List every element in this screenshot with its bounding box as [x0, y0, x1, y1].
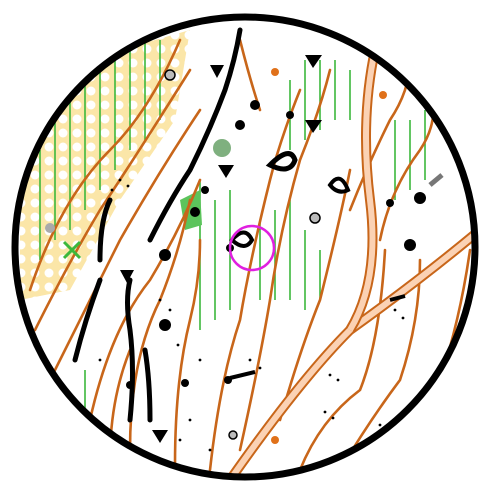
map-frame	[11, 13, 479, 481]
control-circle	[228, 224, 276, 272]
start-marker	[62, 240, 82, 260]
road	[225, 48, 475, 477]
boulder-dots	[98, 178, 405, 452]
rock-features	[45, 27, 444, 444]
